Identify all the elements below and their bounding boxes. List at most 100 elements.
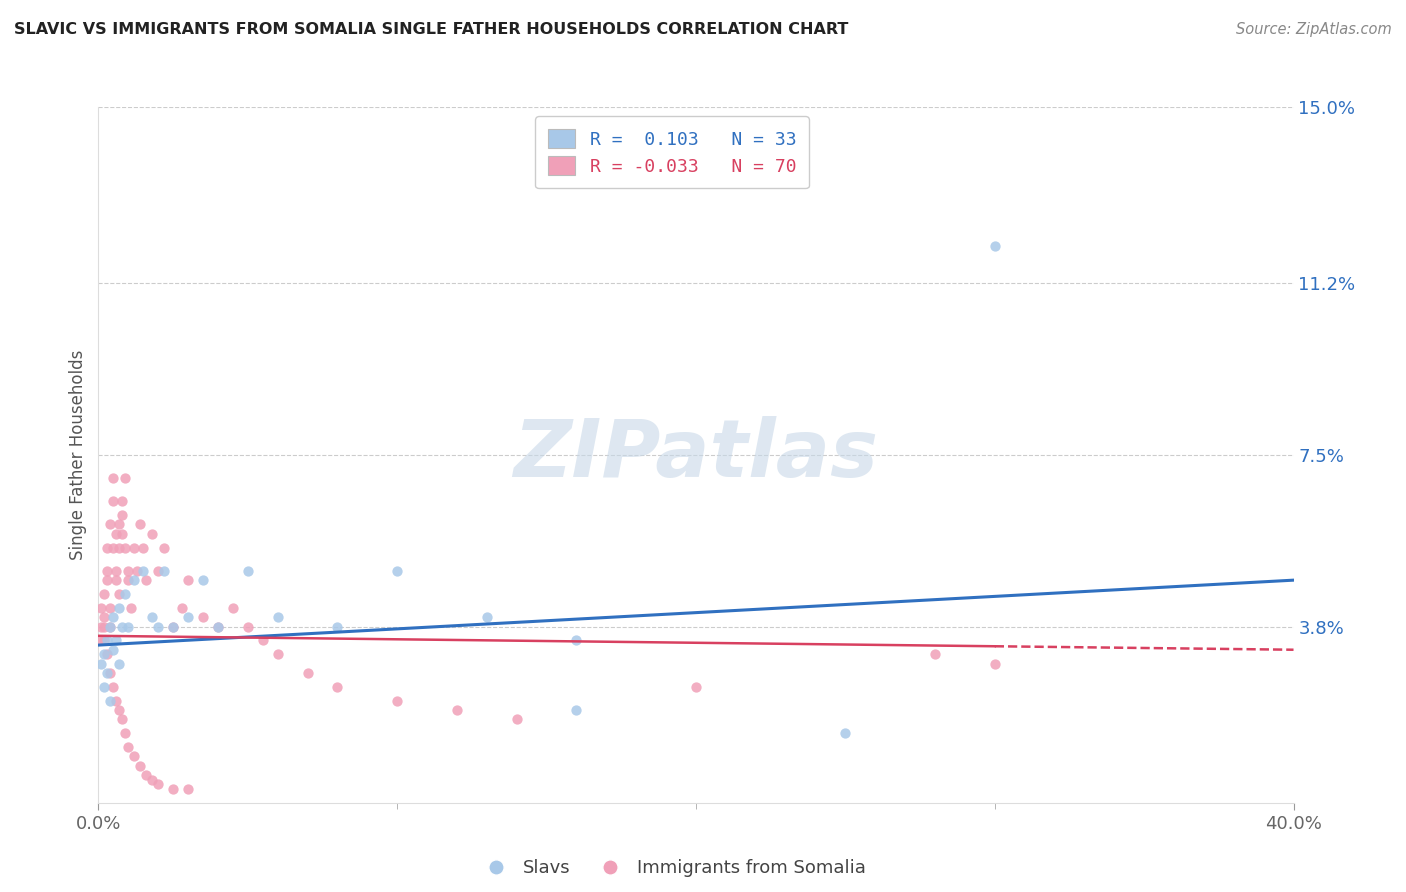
Point — [117, 573, 139, 587]
Point — [93, 648, 115, 662]
Point — [93, 680, 115, 694]
Point — [141, 610, 163, 624]
Text: ZIPatlas: ZIPatlas — [513, 416, 879, 494]
Point — [100, 694, 122, 708]
Point — [117, 619, 139, 633]
Point — [90, 657, 112, 671]
Point — [100, 665, 122, 680]
Point — [127, 564, 149, 578]
Point — [103, 610, 125, 624]
Point — [96, 648, 118, 662]
Point — [207, 619, 229, 633]
Text: Source: ZipAtlas.com: Source: ZipAtlas.com — [1236, 22, 1392, 37]
Y-axis label: Single Father Households: Single Father Households — [69, 350, 87, 560]
Point — [108, 657, 131, 671]
Point — [162, 619, 184, 633]
Point — [326, 619, 349, 633]
Point — [124, 541, 146, 555]
Point — [114, 471, 136, 485]
Text: SLAVIC VS IMMIGRANTS FROM SOMALIA SINGLE FATHER HOUSEHOLDS CORRELATION CHART: SLAVIC VS IMMIGRANTS FROM SOMALIA SINGLE… — [14, 22, 848, 37]
Point — [100, 619, 122, 633]
Point — [108, 587, 131, 601]
Point — [177, 781, 200, 796]
Point — [267, 648, 290, 662]
Point — [153, 564, 176, 578]
Point — [565, 703, 588, 717]
Point — [236, 619, 259, 633]
Point — [924, 648, 946, 662]
Point — [124, 573, 146, 587]
Point — [177, 573, 200, 587]
Point — [191, 573, 214, 587]
Point — [148, 619, 170, 633]
Point — [100, 517, 122, 532]
Point — [148, 777, 170, 791]
Point — [222, 601, 245, 615]
Point — [141, 772, 163, 787]
Point — [385, 564, 409, 578]
Point — [90, 633, 112, 648]
Point — [177, 610, 200, 624]
Point — [93, 619, 115, 633]
Point — [326, 680, 349, 694]
Point — [96, 564, 118, 578]
Point — [141, 526, 163, 541]
Point — [124, 749, 146, 764]
Point — [153, 541, 176, 555]
Point — [135, 573, 157, 587]
Point — [90, 601, 112, 615]
Point — [93, 633, 115, 648]
Point — [105, 564, 128, 578]
Point — [132, 564, 155, 578]
Point — [96, 573, 118, 587]
Point — [103, 541, 125, 555]
Point — [162, 781, 184, 796]
Point — [129, 758, 152, 772]
Point — [162, 619, 184, 633]
Point — [129, 517, 152, 532]
Point — [105, 573, 128, 587]
Point — [103, 494, 125, 508]
Point — [297, 665, 319, 680]
Point — [93, 587, 115, 601]
Point — [565, 633, 588, 648]
Point — [103, 680, 125, 694]
Point — [267, 610, 290, 624]
Point — [117, 740, 139, 755]
Point — [90, 619, 112, 633]
Point — [207, 619, 229, 633]
Point — [105, 526, 128, 541]
Point — [111, 508, 134, 523]
Point — [93, 610, 115, 624]
Point — [103, 642, 125, 657]
Point — [103, 471, 125, 485]
Point — [446, 703, 468, 717]
Point — [108, 541, 131, 555]
Point — [111, 619, 134, 633]
Point — [111, 526, 134, 541]
Point — [506, 712, 529, 726]
Point — [834, 726, 856, 740]
Point — [114, 541, 136, 555]
Point — [984, 239, 1007, 253]
Point — [135, 768, 157, 782]
Point — [252, 633, 274, 648]
Point — [105, 694, 128, 708]
Point — [984, 657, 1007, 671]
Point — [105, 633, 128, 648]
Point — [132, 541, 155, 555]
Point — [114, 587, 136, 601]
Point — [191, 610, 214, 624]
Legend: Slavs, Immigrants from Somalia: Slavs, Immigrants from Somalia — [471, 852, 873, 884]
Point — [385, 694, 409, 708]
Point — [96, 665, 118, 680]
Point — [100, 601, 122, 615]
Point — [172, 601, 194, 615]
Point — [120, 601, 142, 615]
Point — [236, 564, 259, 578]
Point — [108, 703, 131, 717]
Point — [100, 619, 122, 633]
Point — [108, 601, 131, 615]
Point — [475, 610, 498, 624]
Point — [685, 680, 707, 694]
